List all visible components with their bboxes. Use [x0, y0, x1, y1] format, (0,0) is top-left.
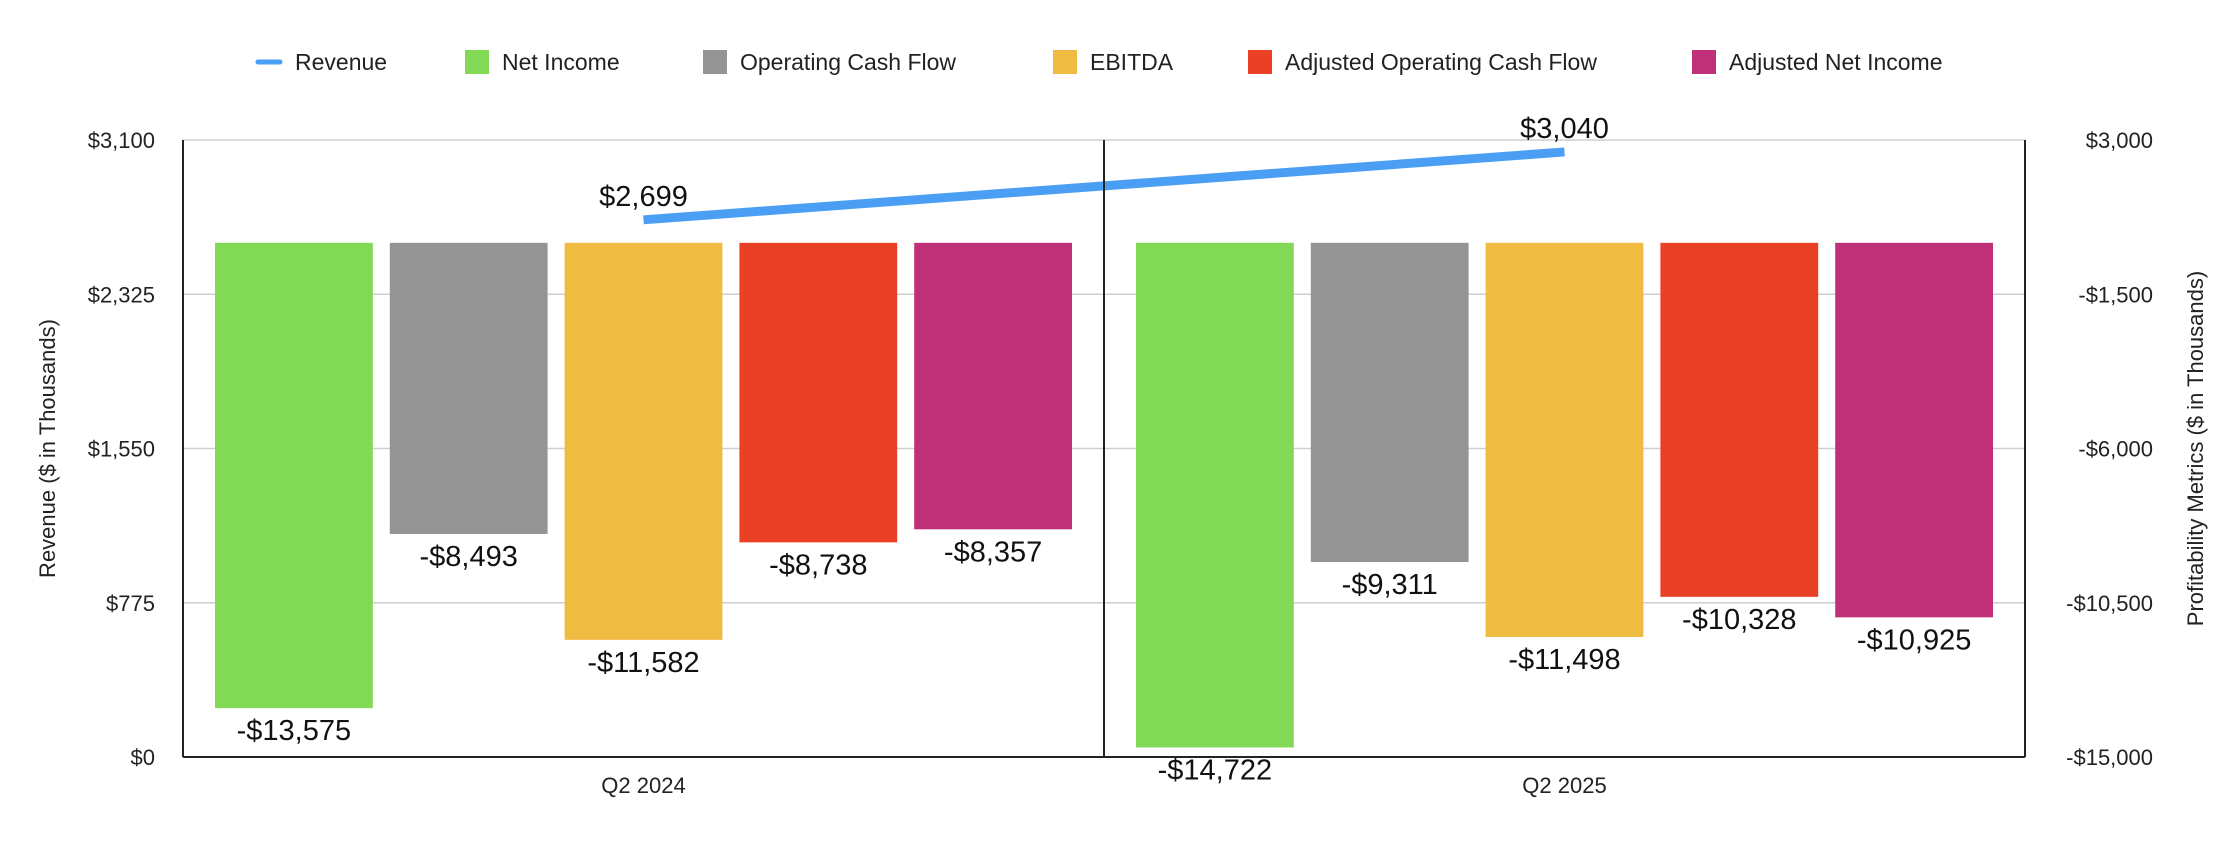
bar-series: [215, 242, 1993, 748]
left-axis-title: Revenue ($ in Thousands): [35, 319, 60, 578]
bar-adjusted-operating-cash-flow: [1660, 242, 1819, 597]
bar-value-label: -$9,311: [1342, 569, 1438, 601]
bar-adjusted-net-income: [1835, 242, 1993, 618]
line-value-label: $2,699: [599, 181, 688, 213]
legend: Revenue Net Income Operating Cash Flow EBIT…: [255, 49, 1943, 75]
bar-value-label: -$13,575: [237, 715, 352, 747]
left-tick-label: $775: [106, 591, 155, 616]
legend-label-operating-cash-flow: Operating Cash Flow: [740, 49, 956, 75]
bar-net-income: [1136, 242, 1294, 748]
right-tick-label: -$1,500: [2078, 282, 2153, 307]
legend-label-net-income: Net Income: [502, 49, 620, 75]
x-tick-label: Q2 2024: [601, 773, 685, 798]
bar-value-label: -$8,493: [420, 541, 518, 573]
legend-swatch-adjusted-operating-cash-flow: [1248, 50, 1272, 74]
bar-ebitda: [564, 242, 723, 640]
bar-value-label: -$8,357: [944, 536, 1042, 568]
bar-operating-cash-flow: [1310, 242, 1469, 562]
data-labels: -$13,575 -$8,493 -$11,582 -$8,738 -$8,357 -$1…: [237, 113, 1972, 787]
right-tick-label: -$10,500: [2066, 591, 2153, 616]
bar-operating-cash-flow: [389, 242, 548, 534]
left-tick-label: $2,325: [88, 282, 155, 307]
bar-adjusted-operating-cash-flow: [739, 242, 898, 543]
legend-label-adjusted-operating-cash-flow: Adjusted Operating Cash Flow: [1285, 49, 1597, 75]
bar-adjusted-net-income: [914, 242, 1072, 530]
right-tick-label: $3,000: [2086, 128, 2153, 153]
left-tick-label: $1,550: [88, 437, 155, 462]
legend-label-adjusted-net-income: Adjusted Net Income: [1729, 49, 1943, 75]
legend-swatch-ebitda: [1053, 50, 1077, 74]
bar-value-label: -$11,582: [587, 647, 699, 679]
bar-value-label: -$10,328: [1682, 604, 1797, 636]
line-value-label: $3,040: [1520, 113, 1609, 145]
axes: $0 $775 $1,550 $2,325 $3,100 -$15,000 -$10,500…: [35, 128, 2208, 798]
x-tick-label: Q2 2025: [1522, 773, 1606, 798]
right-axis-title: Profitability Metrics ($ in Thousands): [2183, 271, 2208, 626]
right-tick-label: -$15,000: [2066, 745, 2153, 770]
bar-value-label: -$10,925: [1857, 624, 1972, 656]
left-tick-label: $3,100: [88, 128, 155, 153]
legend-swatch-adjusted-net-income: [1692, 50, 1716, 74]
legend-swatch-net-income: [465, 50, 489, 74]
bar-value-label: -$11,498: [1508, 644, 1620, 676]
legend-label-revenue: Revenue: [295, 49, 387, 75]
bar-net-income: [215, 242, 373, 709]
bar-value-label: -$8,738: [769, 549, 867, 581]
plot-frame: [182, 140, 2026, 758]
left-tick-label: $0: [131, 745, 155, 770]
legend-label-ebitda: EBITDA: [1090, 49, 1174, 75]
legend-swatch-operating-cash-flow: [703, 50, 727, 74]
right-tick-label: -$6,000: [2078, 437, 2153, 462]
bar-value-label: -$14,722: [1158, 754, 1273, 786]
bar-ebitda: [1485, 242, 1644, 637]
